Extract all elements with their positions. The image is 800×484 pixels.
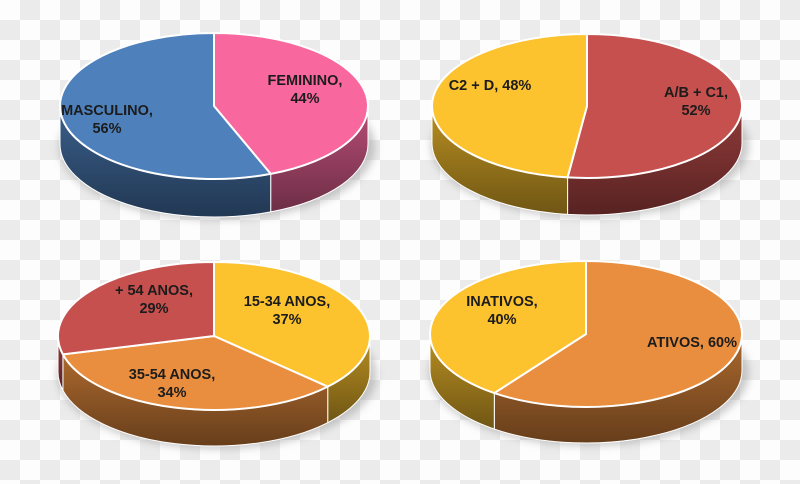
pie-slice-15-34-anos xyxy=(213,261,371,388)
pie-slice-feminino xyxy=(213,32,369,175)
pie-slice-label-ativos: ATIVOS, 60% xyxy=(647,335,737,351)
pie-slice-35-54-anos xyxy=(61,335,329,411)
pie-slice-label-masculino: MASCULINO, 56% xyxy=(61,103,153,137)
pie-activity: ATIVOS, 60% INATIVOS, 40% xyxy=(429,260,749,446)
pie-slice-label--54-anos: + 54 ANOS, 29% xyxy=(115,283,193,317)
pie-slice--54-anos xyxy=(57,261,215,356)
pie-slice-label-c2-d: C2 + D, 48% xyxy=(449,78,532,94)
pie-slice-a-b-c1 xyxy=(566,33,743,179)
pie-slice-label-a-b-c1: A/B + C1, 52% xyxy=(664,85,728,119)
pie-slice-ativos xyxy=(493,260,743,408)
pie-social-class: A/B + C1, 52% C2 + D, 48% xyxy=(431,33,749,218)
pie-age-groups: 15-34 ANOS, 37% 35-54 ANOS, 34% + 54 ANOS, 29… xyxy=(57,261,377,449)
pie-gender: FEMININO, 44% MASCULINO, 56% xyxy=(59,32,375,220)
pie-slice-inativos xyxy=(429,260,587,395)
pie-slice-masculino xyxy=(59,32,272,180)
pie-slice-label-35-54-anos: 35-54 ANOS, 34% xyxy=(129,367,216,401)
pie-slice-label-15-34-anos: 15-34 ANOS, 37% xyxy=(244,294,331,328)
pie-slice-label-feminino: FEMININO, 44% xyxy=(268,73,343,107)
pie-slice-c2-d xyxy=(431,33,588,179)
pie-slice-label-inativos: INATIVOS, 40% xyxy=(466,294,537,328)
